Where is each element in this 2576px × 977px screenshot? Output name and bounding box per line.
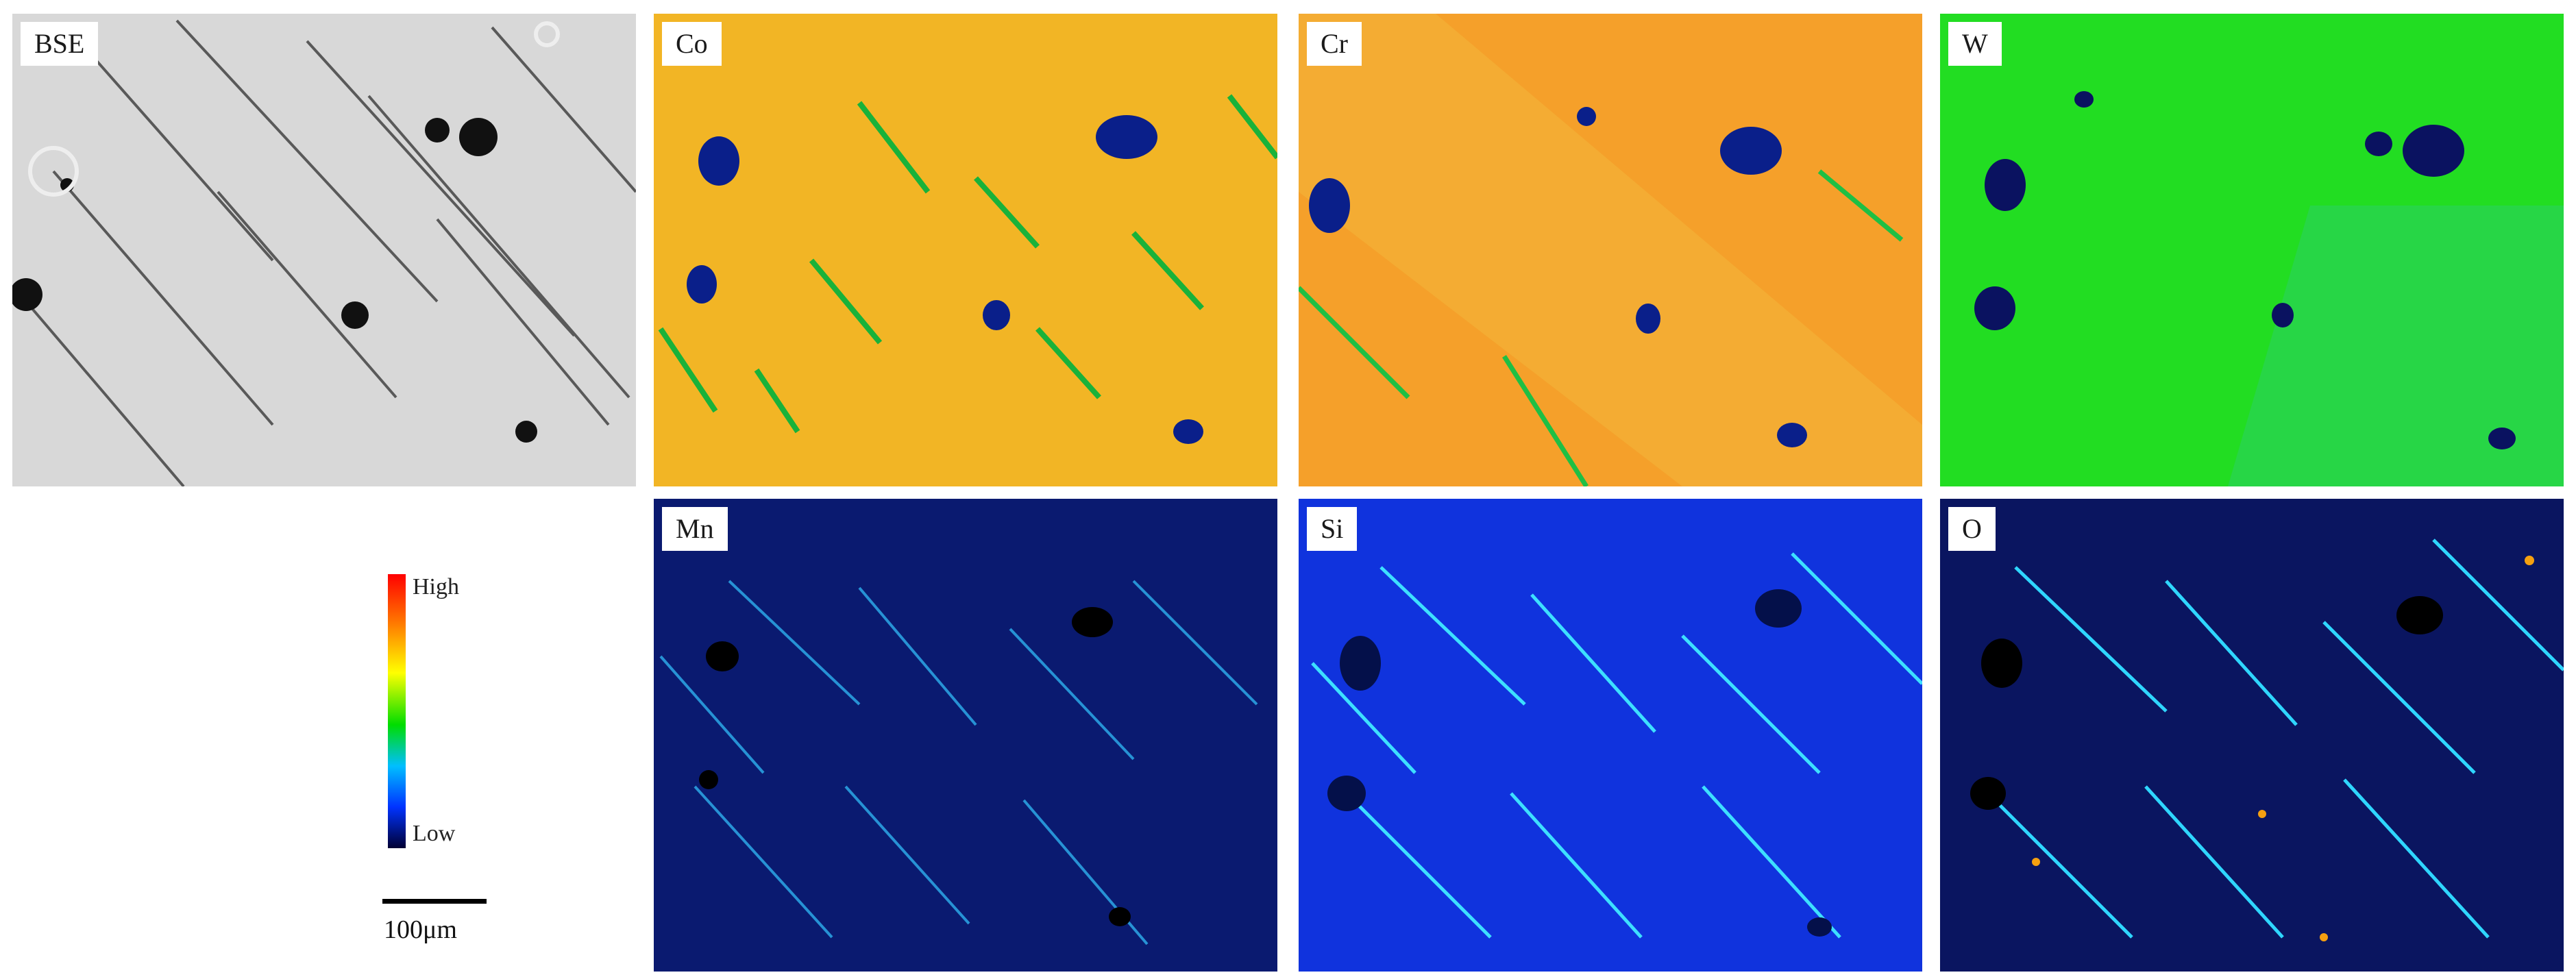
o-map-panel: O (1940, 499, 2564, 972)
scale-bar-label: 100μm (384, 915, 457, 944)
intensity-colorbar (388, 574, 406, 848)
si-map-panel: Si (1299, 499, 1922, 972)
panel-label: Mn (662, 507, 728, 551)
colorbar-low-label: Low (413, 821, 456, 846)
w-image (1940, 14, 2564, 486)
mn-image (654, 499, 1277, 972)
bse-image (12, 14, 636, 486)
panel-label: Cr (1307, 22, 1362, 66)
mn-map-panel: Mn (654, 499, 1277, 972)
panel-label: BSE (21, 22, 99, 66)
cr-map-panel: Cr (1299, 14, 1922, 486)
co-image (654, 14, 1277, 486)
panel-label: Co (662, 22, 722, 66)
bse-map-panel: BSE (12, 14, 636, 486)
panel-label: O (1948, 507, 1996, 551)
w-map-panel: W (1940, 14, 2564, 486)
panel-label: Si (1307, 507, 1358, 551)
scale-bar (382, 899, 487, 904)
cr-image (1299, 14, 1922, 486)
panel-label: W (1948, 22, 2002, 66)
colorbar-high-label: High (413, 574, 459, 599)
si-image (1299, 499, 1922, 972)
o-image (1940, 499, 2564, 972)
co-map-panel: Co (654, 14, 1277, 486)
